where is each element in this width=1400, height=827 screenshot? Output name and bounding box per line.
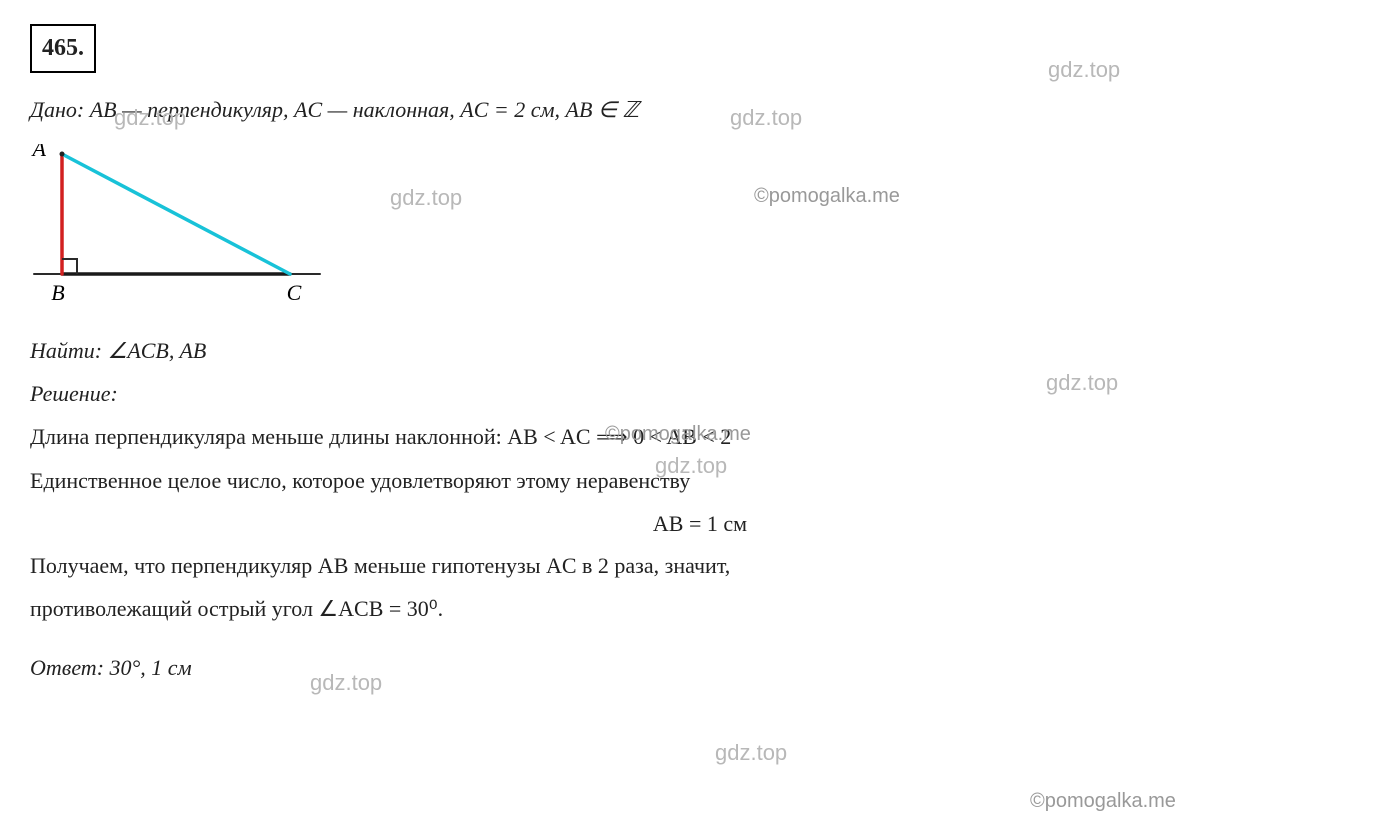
watermark-pomogalka: ©pomogalka.me [1030, 784, 1176, 818]
problem-number-box: 465. [30, 24, 1370, 91]
svg-text:C: C [287, 280, 302, 305]
solution-label: Решение: [30, 381, 118, 406]
watermark-gdz: gdz.top [390, 179, 462, 216]
solution-line-4: противолежащий острый угол ∠ACB = 30⁰. [30, 590, 1370, 627]
watermark-gdz: gdz.top [715, 734, 787, 771]
document-root: 465. Дано: AB — перпендикуляр, AC — накл… [30, 24, 1370, 687]
triangle-svg: A B C [30, 144, 325, 314]
triangle-figure: A B C [30, 144, 325, 325]
svg-text:B: B [51, 280, 64, 305]
given-text: Дано: AB — перпендикуляр, AC — наклонная… [30, 97, 639, 122]
svg-text:A: A [31, 144, 47, 161]
solution-equation: AB = 1 см [30, 505, 1370, 542]
solution-label-line: Решение: [30, 375, 1370, 412]
solution-line-3: Получаем, что перпендикуляр AB меньше ги… [30, 547, 1370, 584]
answer-line: Ответ: 30°, 1 см [30, 649, 1370, 686]
problem-number: 465. [30, 24, 96, 73]
answer-text: Ответ: 30°, 1 см [30, 655, 192, 680]
given-line: Дано: AB — перпендикуляр, AC — наклонная… [30, 91, 1370, 128]
watermark-pomogalka: ©pomogalka.me [754, 179, 900, 213]
find-line: Найти: ∠ACB, AB [30, 332, 1370, 369]
find-text: Найти: ∠ACB, AB [30, 338, 206, 363]
solution-line-2: Единственное целое число, которое удовле… [30, 462, 1370, 499]
solution-line-1: Длина перпендикуляра меньше длины наклон… [30, 418, 1370, 455]
